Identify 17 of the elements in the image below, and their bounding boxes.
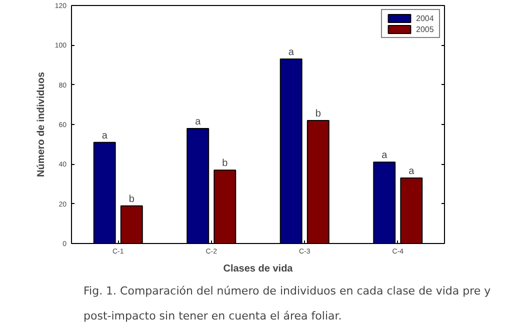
caption: Fig. 1. Comparación del número de individuos en cada clase de vida pre y post-impacto sin tener en cuenta el área foliar. xyxy=(84,284,492,322)
annotation: b xyxy=(128,194,135,205)
annotation: a xyxy=(288,47,294,58)
bar xyxy=(93,142,116,244)
legend-label: 2005 xyxy=(416,24,435,34)
legend-label: 2004 xyxy=(416,13,435,23)
annotation: a xyxy=(408,166,415,178)
annotation: a xyxy=(102,130,108,142)
bar xyxy=(306,120,330,244)
bar xyxy=(400,178,423,244)
annotation: a xyxy=(382,150,388,162)
x-axis-title: Clases de vida xyxy=(223,264,294,274)
y-axis-title: Número de individuos xyxy=(36,72,47,178)
annotation: b xyxy=(315,108,322,120)
annotation: b xyxy=(222,158,228,170)
annotation: a xyxy=(195,116,202,128)
bar xyxy=(186,128,210,244)
